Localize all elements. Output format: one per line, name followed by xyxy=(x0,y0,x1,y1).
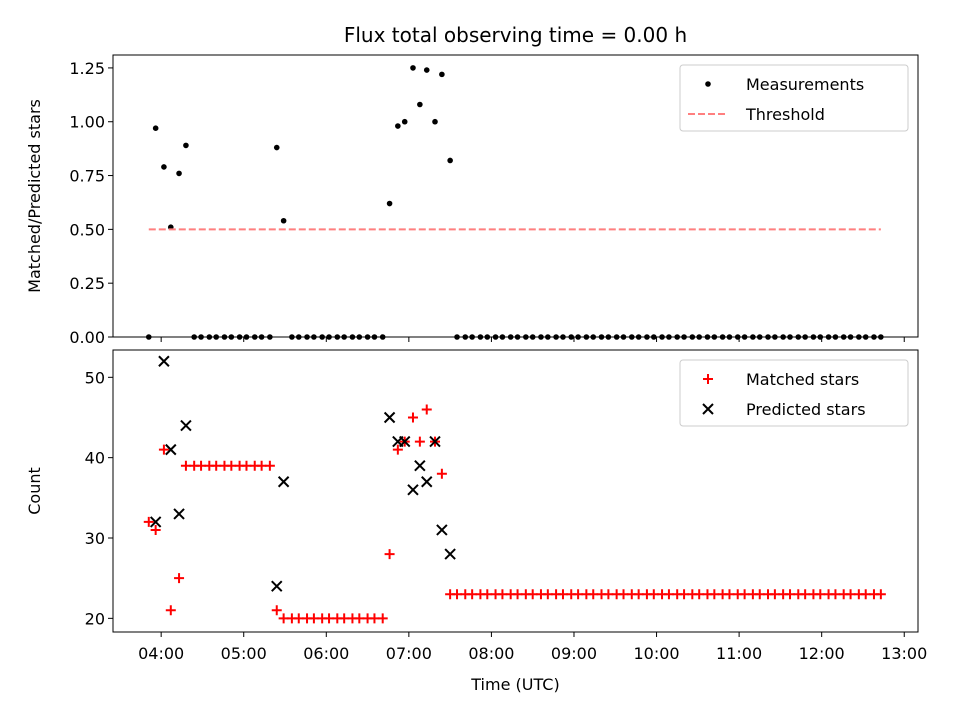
data-point xyxy=(439,71,445,78)
data-point xyxy=(414,459,426,472)
legend: Matched stars Predicted stars xyxy=(679,359,909,427)
data-point xyxy=(264,460,275,471)
x-tick-label: 04:00 xyxy=(138,644,184,663)
data-point xyxy=(447,157,453,164)
data-point xyxy=(143,516,154,527)
data-point xyxy=(384,549,395,560)
x-tick-label: 12:00 xyxy=(799,644,845,663)
data-point xyxy=(410,65,416,71)
data-point xyxy=(423,67,430,73)
data-point xyxy=(271,605,282,616)
data-point xyxy=(399,435,411,448)
legend-box xyxy=(679,64,909,132)
data-point xyxy=(149,516,162,528)
data-point xyxy=(377,613,388,624)
data-point xyxy=(383,411,396,424)
data-point xyxy=(421,404,432,415)
y-tick-label: 20 xyxy=(85,609,105,628)
data-point xyxy=(277,476,290,488)
y-tick-label: 0.00 xyxy=(69,328,105,347)
data-point xyxy=(280,217,287,224)
y-tick-label: 0.25 xyxy=(69,274,105,293)
data-point xyxy=(174,573,185,584)
legend-label: Matched stars xyxy=(746,370,859,389)
legend-label: Measurements xyxy=(746,75,864,94)
legend-label: Threshold xyxy=(745,105,825,124)
y-axis-label: Matched/Predicted stars xyxy=(25,99,44,293)
data-point xyxy=(417,101,423,108)
data-point xyxy=(401,118,408,125)
y-tick-label: 1.00 xyxy=(69,113,105,132)
x-tick-label: 11:00 xyxy=(716,644,762,663)
data-point xyxy=(386,200,393,207)
x-tick-label: 13:00 xyxy=(881,644,927,663)
data-point xyxy=(432,118,438,125)
data-point xyxy=(161,164,167,170)
plot-frame xyxy=(112,54,919,338)
data-point xyxy=(436,524,448,536)
plot-frame xyxy=(112,349,919,633)
data-point xyxy=(271,580,283,592)
y-tick-label: 40 xyxy=(85,449,105,468)
legend: Measurements Threshold xyxy=(679,64,909,132)
x-axis-label: Time (UTC) xyxy=(470,675,559,694)
x-tick-label: 10:00 xyxy=(633,644,679,663)
data-point xyxy=(165,605,176,616)
data-point xyxy=(158,355,170,367)
data-point xyxy=(429,435,441,448)
data-point xyxy=(436,468,447,479)
y-tick-label: 0.50 xyxy=(69,220,105,239)
data-point xyxy=(407,484,419,496)
y-tick-label: 30 xyxy=(85,529,105,548)
x-tick-label: 09:00 xyxy=(551,644,597,663)
y-axis-label: Count xyxy=(25,467,44,515)
legend-box xyxy=(679,359,909,427)
data-point xyxy=(158,444,169,455)
data-point xyxy=(444,548,456,560)
data-point xyxy=(414,436,425,447)
legend-x-swatch xyxy=(702,403,714,415)
x-tick-label: 05:00 xyxy=(221,644,267,663)
x-tick-label: 07:00 xyxy=(386,644,432,663)
data-point xyxy=(150,524,161,535)
x-tick-label: 08:00 xyxy=(468,644,514,663)
data-point xyxy=(180,419,192,432)
data-point xyxy=(173,508,185,520)
data-point xyxy=(273,144,280,151)
series-predicted-stars xyxy=(149,355,456,592)
legend-plus-swatch xyxy=(703,374,713,384)
data-point xyxy=(421,476,433,488)
data-point xyxy=(183,142,189,149)
chart-title: Flux total observing time = 0.00 h xyxy=(344,23,687,47)
series-matched-stars xyxy=(143,404,886,624)
data-point xyxy=(165,443,177,456)
data-point xyxy=(875,589,886,600)
bottom-panel: 20 30 40 50 04:00 05:00 06:00 07:00 08:00 09:00 10… xyxy=(25,349,927,694)
data-point xyxy=(392,444,403,455)
data-point xyxy=(152,125,159,131)
data-point xyxy=(395,123,401,129)
legend-dot-swatch xyxy=(705,81,711,87)
data-point xyxy=(407,412,418,423)
x-tick-label: 06:00 xyxy=(303,644,349,663)
legend-label: Predicted stars xyxy=(746,400,866,419)
data-point xyxy=(176,170,182,177)
y-tick-label: 1.25 xyxy=(69,59,105,78)
y-tick-label: 50 xyxy=(85,368,105,387)
top-panel: Flux total observing time = 0.00 h 0.00 0.… xyxy=(25,23,919,347)
y-tick-label: 0.75 xyxy=(69,167,105,186)
